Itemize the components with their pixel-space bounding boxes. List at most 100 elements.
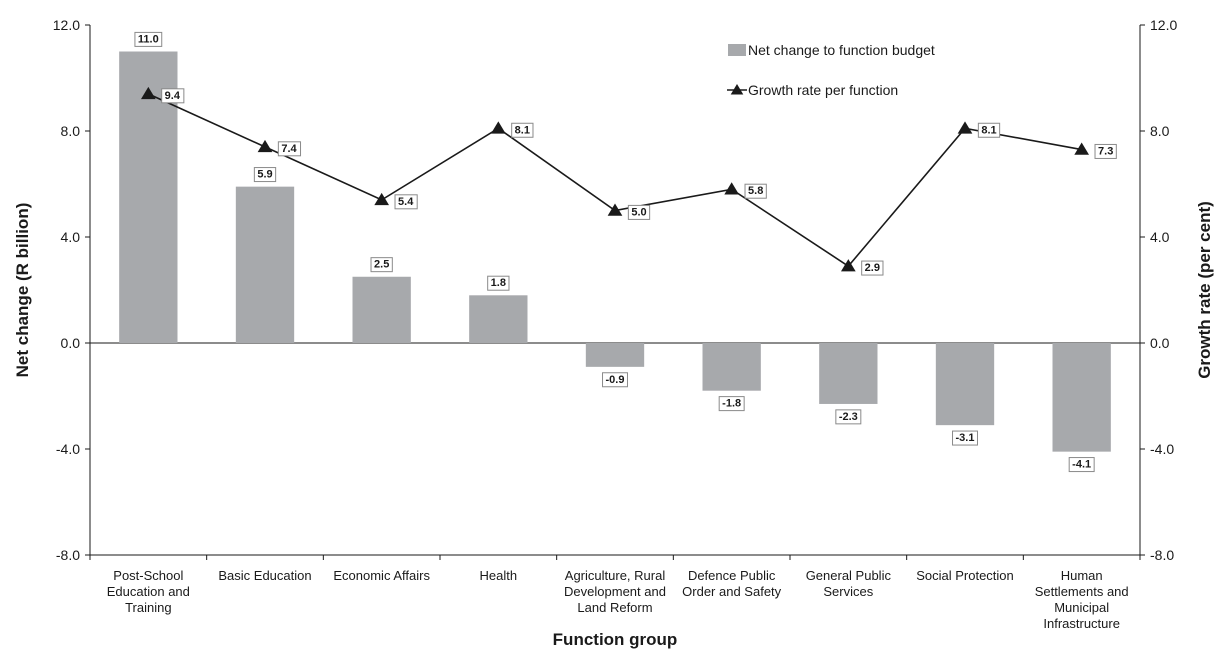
data-labels-layer: 11.0 5.9 2.5 1.8 -0.9 -1.8 -2.3 -3.1 -4.1 9.4 7.4 5… [134,31,1117,473]
line-data-label: 5.8 [744,183,767,199]
line-data-label: 5.4 [394,194,418,210]
line-point-triangle [724,182,740,195]
line-data-label: 5.0 [627,204,651,220]
bars-layer [119,51,1111,452]
bar-data-label-box [370,257,393,273]
bar-data-label-box [718,396,745,412]
x-category-label: General Public Services [806,568,892,599]
x-category-label: Economic Affairs [333,568,430,583]
x-category-label: Health [480,568,518,583]
bar-data-label-box [602,372,628,388]
bar-data-label-text: -0.9 [606,374,625,386]
y-axis-title-right: Growth rate (per cent) [1195,201,1214,379]
line-data-label-box [977,122,1001,138]
y-tick-label-right: 4.0 [1150,229,1170,245]
bar [585,343,645,367]
line-point-triangle [140,86,156,100]
line-data-label: 2.9 [861,260,884,276]
bar-data-label-box [134,31,163,47]
bar [469,295,528,343]
y-tick-label-right: -4.0 [1150,441,1174,457]
bar-data-label-box [952,430,978,446]
line-point-triangle [374,192,390,206]
y-tick-label-right: 12.0 [1150,17,1177,33]
bar [1052,343,1111,452]
x-category-label: Agriculture, Rural Development and Land Re… [564,568,666,615]
line-data-label-text: 8.1 [981,124,996,136]
legend: Net change to function budget Growth rat… [727,42,935,98]
bar-data-label: -1.8 [718,396,745,412]
bar [352,276,411,343]
y-axis-title-left: Net change (R billion) [13,203,32,378]
line-data-label-box [394,194,418,210]
bar-data-label-text: -1.8 [722,398,741,410]
line-data-label-text: 5.8 [748,185,763,197]
y-tick-label-left: -8.0 [56,547,80,563]
line-point-triangle [607,203,623,216]
legend-label-bars: Net change to function budget [748,42,935,58]
bar-data-label: -4.1 [1068,457,1095,473]
bar-data-label: -2.3 [835,409,862,425]
y-tick-label-left: 4.0 [61,229,81,245]
bar-data-label-text: -2.3 [839,411,858,423]
y-tick-label-left: 12.0 [53,17,80,33]
bar-data-label-text: -3.1 [956,432,975,444]
line-data-label-box [1094,143,1117,159]
bar [935,343,995,426]
line-data-label: 8.1 [511,122,534,138]
x-category-label: Defence Public Order and Safety [682,568,781,599]
bar-data-label-box [835,409,862,425]
line-point-triangle [957,121,973,134]
line-data-label-text: 7.4 [281,143,297,155]
line-point-triangle [1074,142,1090,155]
x-category-label: Social Protection [916,568,1014,583]
line-data-label: 7.4 [277,141,302,157]
x-category-label: Post-School Education and Training [107,568,190,615]
line-data-label-text: 8.1 [515,124,530,136]
bar [819,343,878,404]
y-tick-label-right: -8.0 [1150,547,1174,563]
line-data-label-text: 9.4 [165,90,181,102]
x-category-label: Human Settlements and Municipal Infrastruct… [1035,568,1129,631]
bar-data-label: 2.5 [370,257,393,273]
line-data-label-box [627,204,651,220]
bar-data-label-text: -4.1 [1072,459,1091,471]
bar-data-label-box [253,167,277,183]
y-tick-label-right: 8.0 [1150,123,1170,139]
line-data-label-text: 5.4 [398,196,414,208]
axes-layer: 12.0 8.0 4.0 0.0 -4.0 -8.0 12.0 8.0 4.0 0.0 -4.0 -8… [53,17,1178,631]
bar-data-label: -0.9 [602,372,628,388]
bar-data-label-text: 11.0 [138,33,159,45]
bar-data-label: 11.0 [134,31,163,47]
bar-data-label-text: 2.5 [374,259,389,271]
y-tick-label-right: 0.0 [1150,335,1170,351]
line-point-triangle [257,139,273,153]
bar-data-label: 1.8 [487,275,510,291]
y-tick-label-left: 0.0 [61,335,81,351]
y-tick-label-left: -4.0 [56,441,80,457]
legend-label-line: Growth rate per function [748,82,898,98]
line-data-label: 9.4 [161,88,185,104]
line-data-label-box [277,141,302,157]
line-layer [140,86,1090,272]
x-axis-title: Function group [553,630,678,649]
bar-data-label: 5.9 [253,167,277,183]
line-data-label-box [744,183,767,199]
bar-data-label-box [487,275,510,291]
bar-data-label-text: 5.9 [257,169,272,181]
line-data-label-text: 5.0 [631,206,646,218]
x-category-label: Basic Education [218,568,311,583]
bar-data-label-text: 1.8 [491,277,506,289]
line-data-label-text: 7.3 [1098,145,1113,157]
line-data-label-box [511,122,534,138]
line-data-label-box [861,260,884,276]
bar [235,186,295,343]
legend-swatch-bars [728,44,746,56]
line-data-label: 7.3 [1094,143,1117,159]
line-point-triangle [490,121,506,134]
legend-triangle-marker-icon [730,84,744,95]
line-data-label: 8.1 [977,122,1001,138]
bar-data-label-box [1068,457,1095,473]
